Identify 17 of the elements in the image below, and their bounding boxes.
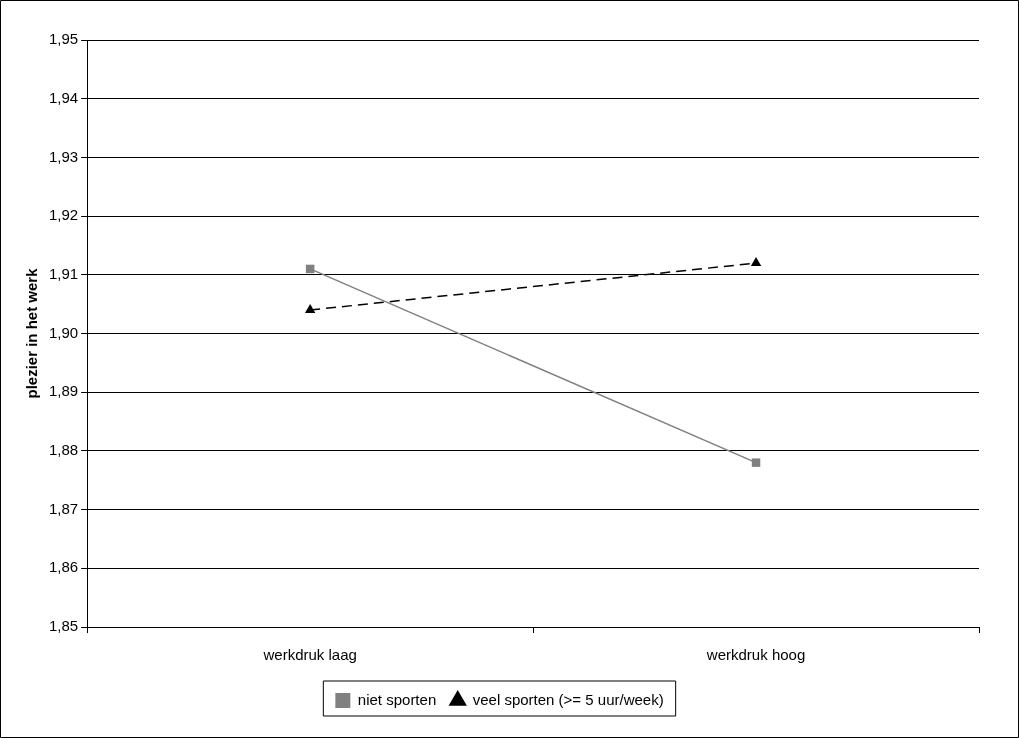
y-tick-label: 1,86 — [48, 558, 79, 576]
legend-label: niet sporten — [357, 690, 437, 708]
x-tick-label: werkdruk laag — [262, 646, 357, 664]
y-tick-label: 1,93 — [48, 147, 79, 165]
y-tick-label: 1,95 — [48, 30, 79, 48]
y-tick-label: 1,94 — [48, 88, 79, 106]
y-tick-label: 1,88 — [48, 441, 79, 459]
y-tick-label: 1,85 — [48, 617, 79, 635]
y-axis-title: plezier in het werk — [23, 267, 41, 399]
y-tick-label: 1,92 — [48, 206, 79, 224]
y-tick-label: 1,90 — [48, 323, 79, 341]
y-tick-label: 1,89 — [48, 382, 79, 400]
y-tick-label: 1,87 — [48, 499, 79, 517]
y-tick-label: 1,91 — [48, 264, 79, 282]
point — [751, 458, 761, 467]
x-tick-label: werkdruk hoog — [705, 646, 806, 664]
legend-label: veel sporten (>= 5 uur/week) — [472, 690, 664, 708]
